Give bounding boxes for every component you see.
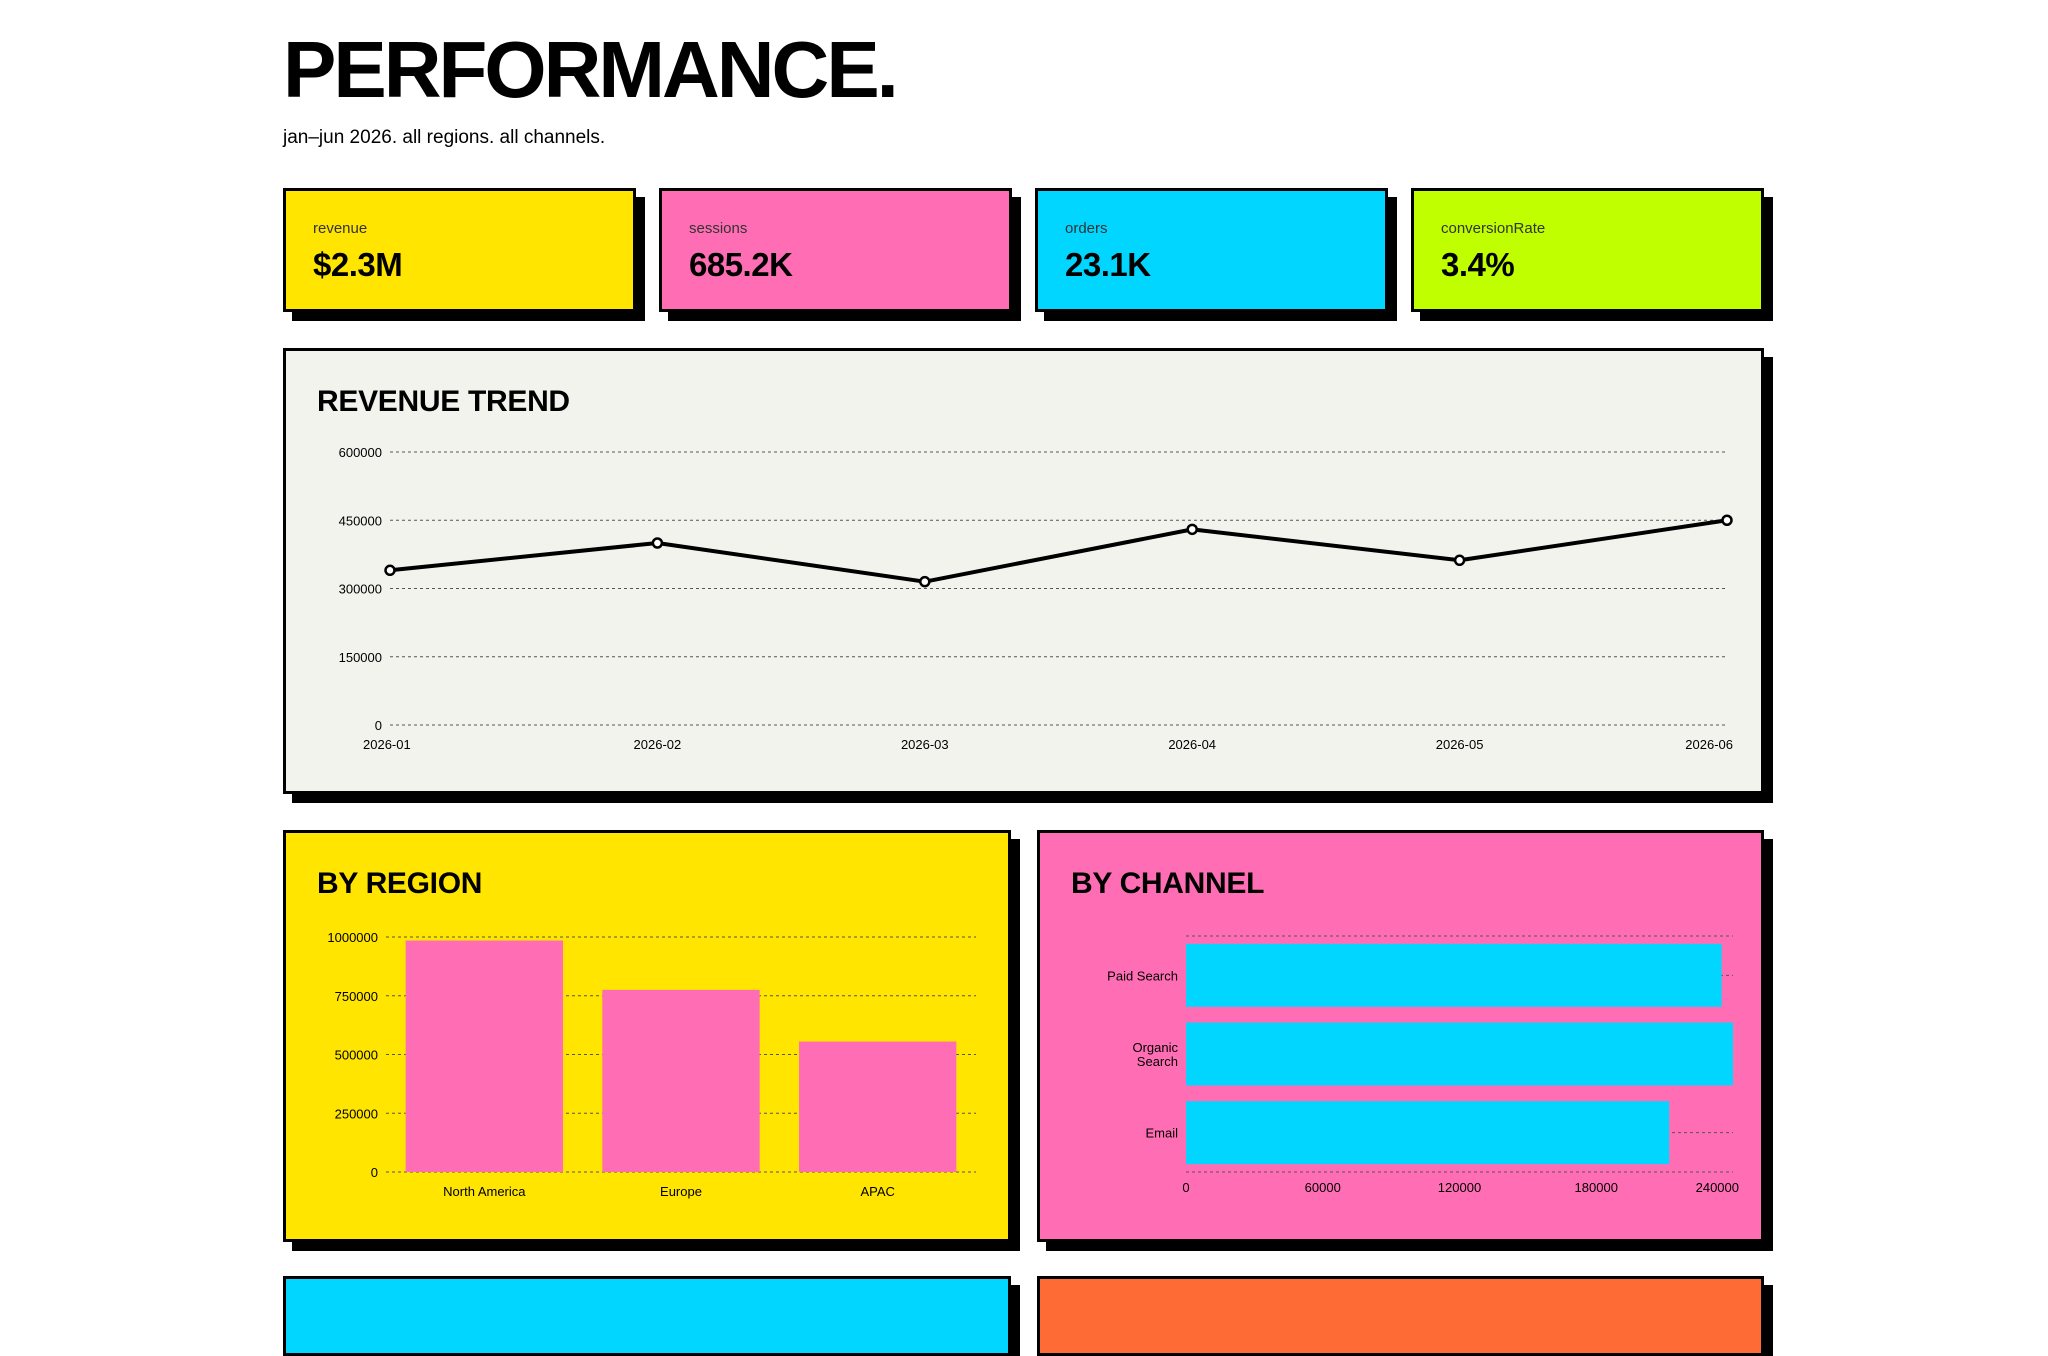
kpi-label: orders [1065, 220, 1108, 237]
channel-bar [1186, 1022, 1733, 1086]
channel-bar [1186, 943, 1722, 1007]
x-tick-label: 2026-01 [363, 737, 411, 752]
x-tick-label: 60000 [1305, 1180, 1341, 1195]
kpi-label: conversionRate [1441, 220, 1546, 237]
y-tick-label: Organic [1132, 1040, 1178, 1055]
data-point [919, 575, 931, 588]
data-point [384, 564, 396, 577]
y-tick-label: 500000 [335, 1048, 378, 1063]
y-tick-label: Paid Search [1107, 968, 1178, 983]
kpi-card-sessions: sessions 685.2K [659, 188, 1012, 312]
bottom-left-panel [283, 1276, 1011, 1356]
y-tick-label: 0 [375, 718, 382, 733]
x-tick-label: 240000 [1696, 1180, 1739, 1195]
x-tick-label: Europe [660, 1184, 702, 1199]
y-tick-label: 450000 [339, 513, 382, 528]
revenue-trend-chart: 0 150000 300000 450000 600000 2026-01 2026-02 2… [339, 445, 1733, 752]
x-tick-label: 2026-03 [901, 737, 949, 752]
by-channel-title: BY CHANNEL [1071, 867, 1265, 900]
y-tick-label: 750000 [335, 989, 378, 1004]
by-region-chart: 0 250000 500000 750000 1000000 North America E… [327, 930, 976, 1199]
region-bar [405, 940, 563, 1172]
kpi-card-conversion-rate: conversionRate 3.4% [1411, 188, 1764, 312]
page-subtitle: jan–jun 2026. all regions. all channels. [283, 127, 606, 148]
y-tick-label: 300000 [339, 582, 382, 597]
x-tick-label: North America [443, 1184, 526, 1199]
y-tick-label: 0 [371, 1165, 378, 1180]
kpi-value: $2.3M [313, 246, 403, 283]
x-tick-label: 180000 [1575, 1180, 1618, 1195]
y-tick-label: Search [1137, 1054, 1178, 1069]
by-region-panel: BY REGION 0 250000 500000 750000 1000000 Nort… [283, 830, 1011, 1242]
data-point [651, 537, 664, 549]
bottom-right-panel [1037, 1276, 1764, 1356]
x-tick-label: APAC [860, 1184, 894, 1199]
by-region-title: BY REGION [317, 867, 483, 900]
x-tick-label: 2026-05 [1436, 737, 1484, 752]
data-point [1453, 554, 1466, 567]
channel-bar [1186, 1101, 1670, 1165]
x-tick-label: 0 [1182, 1180, 1189, 1195]
x-tick-label: 120000 [1438, 1180, 1481, 1195]
y-tick-label: 250000 [335, 1106, 378, 1121]
kpi-card-revenue: revenue $2.3M [283, 188, 636, 312]
kpi-label: revenue [313, 220, 368, 237]
kpi-value: 23.1K [1065, 246, 1151, 283]
revenue-trend-panel: REVENUE TREND 0 150000 300000 450000 600000 2… [283, 348, 1764, 794]
revenue-series-line [389, 518, 1728, 584]
x-tick-label: 2026-04 [1168, 737, 1216, 752]
kpi-value: 685.2K [689, 246, 793, 283]
y-tick-label: 1000000 [327, 930, 378, 945]
data-point [1186, 523, 1198, 536]
kpi-label: sessions [689, 220, 748, 237]
revenue-trend-title: REVENUE TREND [317, 385, 570, 418]
region-bar [799, 1041, 957, 1172]
kpi-card-orders: orders 23.1K [1035, 188, 1388, 312]
y-tick-label: 600000 [339, 445, 382, 460]
x-tick-label: 2026-06 [1685, 737, 1733, 752]
by-channel-panel: BY CHANNEL Paid Search Organic Search Email… [1037, 830, 1764, 1242]
y-tick-label: 150000 [339, 650, 382, 665]
y-tick-label: Email [1145, 1126, 1178, 1141]
region-bar [602, 989, 760, 1172]
x-tick-label: 2026-02 [634, 737, 682, 752]
page-title: PERFORMANCE. [283, 25, 899, 114]
kpi-value: 3.4% [1441, 246, 1515, 283]
data-point [1721, 514, 1733, 526]
